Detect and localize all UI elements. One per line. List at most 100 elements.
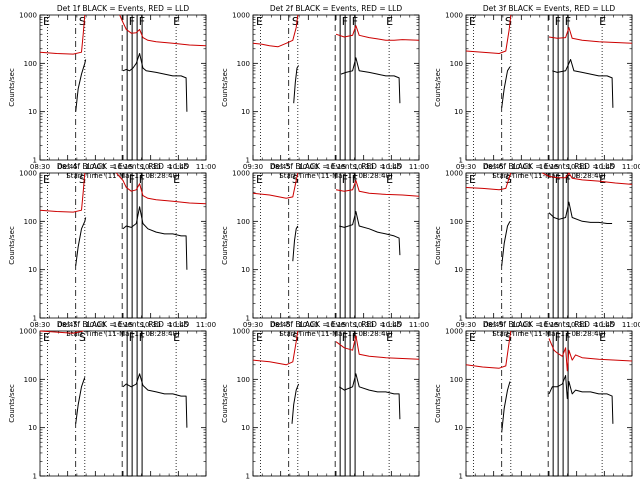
lld-series-line [252,14,299,48]
lld-series-line [39,14,86,55]
interval-marker-label: F [139,331,145,344]
events-series-line [291,383,300,424]
lld-series-line [465,14,512,54]
x-tick-label: 10:00 [298,163,318,171]
interval-marker-label: E [386,15,393,28]
y-tick-label: 10 [28,266,37,274]
panel-title: Det 4f BLACK = Events, RED = LLD [57,162,190,171]
y-tick-label: 10 [28,108,37,116]
detector-panel-2: Det 2f BLACK = Events, RED = LLD 1 10 100 10… [221,4,429,180]
interval-marker-label: S [79,173,86,186]
events-series-line [122,206,188,270]
interval-marker-label: F [352,15,358,28]
flare-interval-box [339,14,346,161]
lld-series-line [465,172,512,191]
interval-marker-label: F [352,173,358,186]
x-tick-label: 10:30 [354,321,374,329]
lld-series-line [119,14,207,47]
flare-interval-box [136,172,143,319]
flare-interval-box [136,14,143,161]
lld-series-line [335,335,420,360]
lld-series-line [39,172,86,213]
y-tick-label: 1000 [232,328,250,336]
x-tick-label: 11:00 [622,163,640,171]
x-tick-label: 08:45 [484,321,504,329]
x-tick-label: 11:00 [409,163,429,171]
interval-marker-label: F [342,331,348,344]
lld-series-line [548,27,633,44]
y-tick-label: 100 [24,60,37,68]
detector-panel-9: Det 9f BLACK = Events, RED = LLD 1 10 100 10… [434,320,640,480]
flare-interval-box [562,330,569,477]
detector-panel-3: Det 3f BLACK = Events, RED = LLD 1 10 100 10… [434,4,640,180]
panel-title: Det 1f BLACK = Events, RED = LLD [57,4,190,13]
lld-series-line [252,172,299,199]
interval-marker-label: S [505,15,512,28]
y-tick-label: 1 [459,315,463,323]
y-tick-label: 1000 [232,170,250,178]
x-tick-label: 10:45 [381,163,401,171]
flare-interval-box [552,14,559,161]
x-tick-label: 11:00 [196,321,216,329]
flare-interval-box [126,14,133,161]
interval-marker-label: E [386,173,393,186]
y-tick-label: 10 [241,108,250,116]
y-tick-label: 1 [33,315,37,323]
x-tick-label: 08:30 [30,163,50,171]
interval-marker-label: S [292,173,299,186]
detector-panel-4: Det 4f BLACK = Events, RED = LLD 1 10 100 10… [8,162,216,338]
y-tick-label: 10 [454,266,463,274]
y-tick-label: 1 [33,157,37,165]
interval-marker-label: E [173,331,180,344]
detector-panel-5: Det 5f BLACK = Events, RED = LLD 1 10 100 10… [221,162,429,338]
events-series-line [75,59,87,112]
x-tick-label: 10:45 [594,163,614,171]
detector-panel-7: Det 7f BLACK = Events, RED = LLD 1 10 100 10… [8,320,216,480]
y-tick-label: 1000 [19,170,37,178]
interval-marker-label: F [129,173,135,186]
lld-series-line [335,180,420,197]
events-series-line [548,375,614,424]
interval-marker-label: F [129,331,135,344]
interval-marker-label: E [256,173,263,186]
events-series-line [75,217,87,266]
interval-marker-label: E [599,15,606,28]
y-tick-label: 1 [246,473,250,480]
events-series-line [339,211,401,256]
lld-series-line [548,338,633,372]
lld-series-line [252,330,299,366]
interval-marker-label: F [139,173,145,186]
y-tick-label: 1000 [445,328,463,336]
events-series-line [293,65,300,104]
detector-panel-8: Det 8f BLACK = Events, RED = LLD 1 10 100 10… [221,320,429,480]
interval-marker-label: E [386,331,393,344]
x-tick-label: 08:45 [58,163,78,171]
y-tick-label: 100 [237,60,250,68]
y-axis-title: Counts/sec [8,226,16,265]
y-tick-label: 100 [450,218,463,226]
lld-series-line [335,25,420,41]
interval-marker-label: F [342,15,348,28]
interval-marker-label: E [599,173,606,186]
y-tick-label: 1 [33,473,37,480]
interval-marker-label: E [469,173,476,186]
lld-series-line [465,330,512,369]
flare-interval-box [136,330,143,477]
y-tick-label: 10 [241,424,250,432]
x-tick-label: 10:30 [567,163,587,171]
x-tick-label: 10:00 [511,321,531,329]
events-series-line [552,59,614,108]
interval-marker-label: E [43,173,50,186]
interval-marker-label: E [469,15,476,28]
x-tick-label: 10:15 [326,321,346,329]
y-axis-title: Counts/sec [434,226,442,265]
detector-panel-6: Det 6f BLACK = Events, RED = LLD 1 10 100 10… [434,162,640,338]
interval-marker-label: E [256,331,263,344]
y-tick-label: 100 [450,60,463,68]
lld-series-line [116,172,207,205]
interval-marker-label: S [505,331,512,344]
y-axis-title: Counts/sec [221,68,229,107]
y-axis-title: Counts/sec [221,226,229,265]
flare-interval-box [552,172,559,319]
y-tick-label: 10 [454,424,463,432]
